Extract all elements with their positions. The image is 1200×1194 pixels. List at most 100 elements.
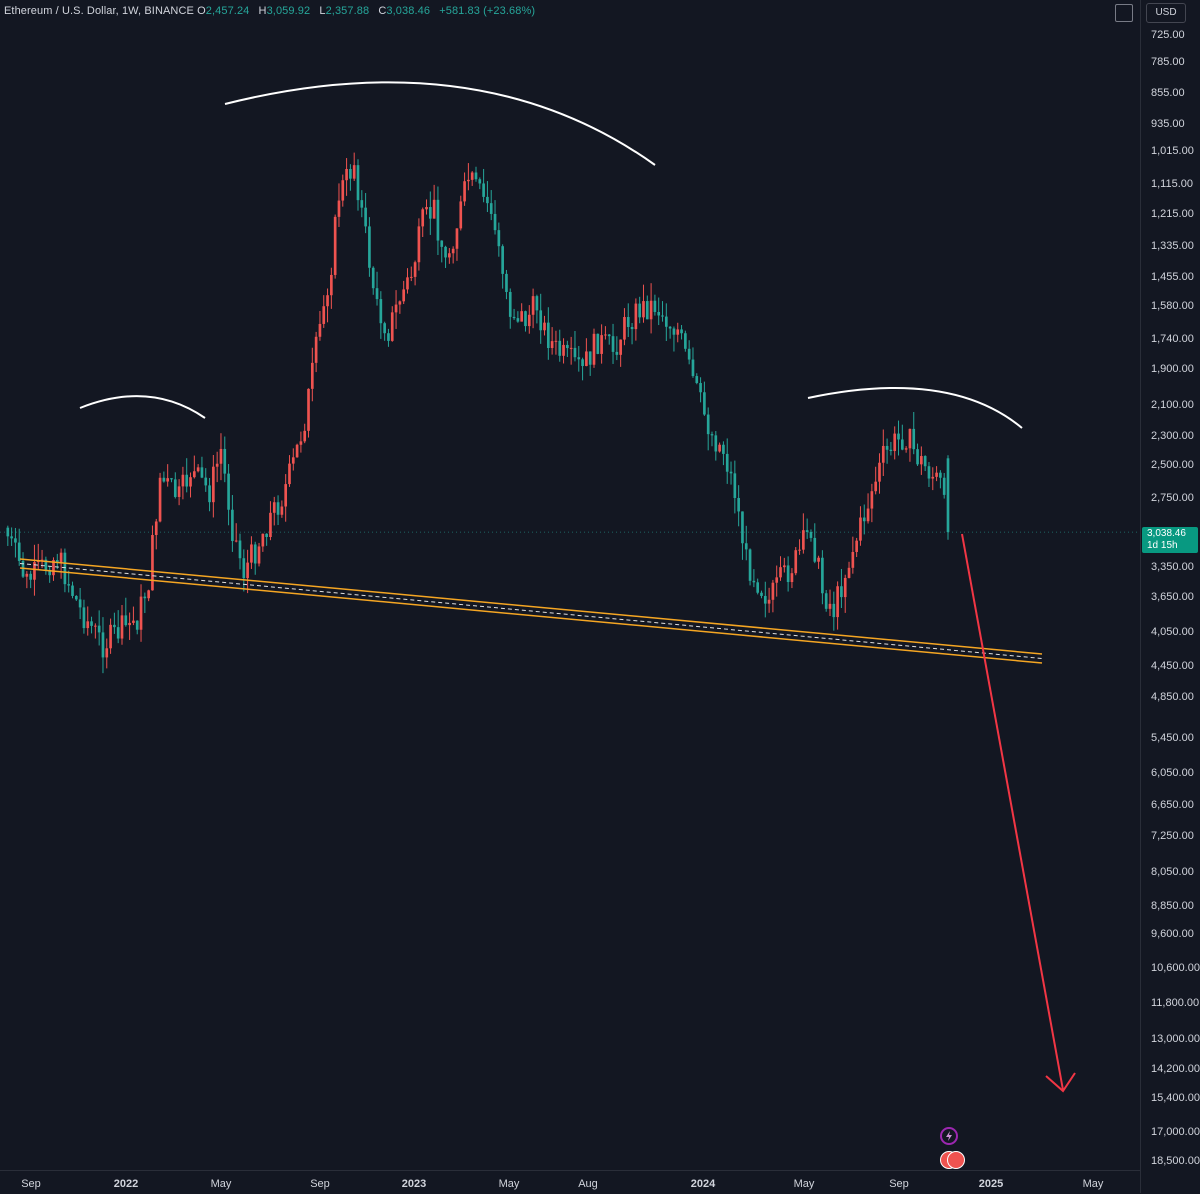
candle-body [162, 477, 166, 482]
candle-body [573, 347, 577, 358]
price-tick-label: 2,300.00 [1151, 430, 1194, 442]
candle-body [154, 521, 158, 536]
candle-body [714, 435, 718, 452]
candle-body [482, 183, 485, 197]
price-tick-label: 1,335.00 [1151, 240, 1194, 252]
candle-body [326, 295, 329, 307]
candle-body [885, 445, 889, 450]
candle-body [444, 246, 447, 258]
candle-body [923, 456, 927, 467]
candle-body [52, 560, 55, 576]
chart-settings-icon[interactable] [1115, 4, 1133, 22]
candle-body [859, 517, 862, 541]
candle-body [881, 445, 885, 463]
time-axis[interactable]: Sep 2022 May Sep 2023 May Aug 2024 May Sep 2025 May [0, 1170, 1140, 1194]
candle-body [94, 625, 97, 627]
symbol-header[interactable]: Ethereum / U.S. Dollar, 1W, BINANCE O2,4… [4, 5, 535, 17]
candle-body [566, 344, 569, 349]
candle-body [455, 228, 459, 249]
candle-body [817, 557, 820, 562]
candle-body [607, 334, 611, 337]
candle-body [253, 544, 257, 564]
candle-body [558, 340, 562, 356]
candle-body [763, 595, 767, 604]
candle-body [889, 449, 893, 452]
bar-countdown: 1d 15h [1147, 540, 1178, 551]
candle-body [931, 476, 935, 479]
currency-button[interactable]: USD [1146, 3, 1186, 23]
candle-body [851, 551, 855, 568]
symbol-title[interactable]: Ethereum / U.S. Dollar, 1W, BINANCE [4, 5, 194, 17]
time-tick-label: Sep [21, 1178, 41, 1190]
candle-body [782, 565, 786, 568]
price-tick-label: 7,250.00 [1151, 830, 1194, 842]
candle-body [417, 226, 421, 263]
channel-upper-line [19, 558, 1043, 655]
candle-body [196, 467, 200, 472]
candle-body [173, 479, 177, 497]
candle-body [855, 540, 858, 552]
candle-body [345, 168, 348, 181]
candle-body [942, 477, 946, 495]
candle-body [337, 200, 341, 217]
time-tick-label: May [1082, 1178, 1104, 1190]
candle-body [428, 207, 432, 219]
price-tick-label: 2,500.00 [1151, 459, 1194, 471]
candle-body [352, 165, 356, 179]
candle-body [166, 478, 170, 482]
price-tick-label: 1,900.00 [1151, 363, 1194, 375]
last-price-value: 3,038.46 [1147, 528, 1186, 539]
candle-body [562, 344, 565, 356]
price-axis[interactable]: 725.00 785.00 855.00 935.00 1,015.00 1,115.00… [1140, 0, 1200, 1193]
candle-body [840, 586, 843, 598]
candle-body [463, 181, 466, 202]
candle-body [691, 359, 695, 377]
right-shoulder-arc [807, 387, 1023, 429]
candle-body [493, 213, 497, 231]
candle-body [657, 311, 661, 316]
price-chart[interactable] [0, 0, 1140, 1170]
candle-body [710, 434, 714, 436]
price-tick-label: 1,115.00 [1151, 178, 1194, 190]
candle-body [569, 347, 573, 349]
candle-body [204, 477, 208, 486]
candle-body [626, 317, 630, 328]
price-tick-label: 1,455.00 [1151, 271, 1194, 283]
price-tick-label: 855.00 [1151, 87, 1185, 99]
chart-area[interactable] [0, 0, 1140, 1170]
us-flag-event-icon-2[interactable] [947, 1151, 965, 1169]
candle-body [421, 209, 425, 227]
candle-body [55, 560, 59, 564]
candle-body [40, 559, 44, 561]
candle-body [543, 322, 546, 331]
candle-body [97, 625, 101, 633]
candle-body [703, 392, 706, 415]
candle-body [364, 207, 367, 227]
candle-body [192, 471, 196, 478]
channel-mid-line [19, 563, 1043, 659]
open-value: 2,457.24 [205, 5, 250, 17]
price-tick-label: 3,350.00 [1151, 561, 1194, 573]
candle-body [185, 474, 189, 487]
candle-body [303, 430, 307, 442]
candle-body [862, 517, 866, 522]
price-tick-label: 8,850.00 [1151, 900, 1194, 912]
candle-body [623, 317, 626, 340]
candle-body [158, 477, 162, 522]
candle-body [234, 540, 238, 542]
candle-body [143, 596, 147, 599]
price-tick-label: 8,050.00 [1151, 866, 1194, 878]
candle-body [390, 312, 394, 341]
candle-body [630, 327, 634, 330]
high-value: 3,059.92 [266, 5, 311, 17]
candle-body [189, 477, 192, 487]
candle-body [497, 230, 501, 247]
low-label: L [319, 5, 326, 17]
candle-body [459, 201, 463, 229]
candle-body [733, 473, 737, 498]
candle-body [470, 172, 474, 180]
candle-body [592, 333, 596, 365]
time-tick-label: Aug [578, 1178, 598, 1190]
candle-body [798, 549, 801, 551]
lightning-event-icon[interactable] [940, 1127, 958, 1145]
